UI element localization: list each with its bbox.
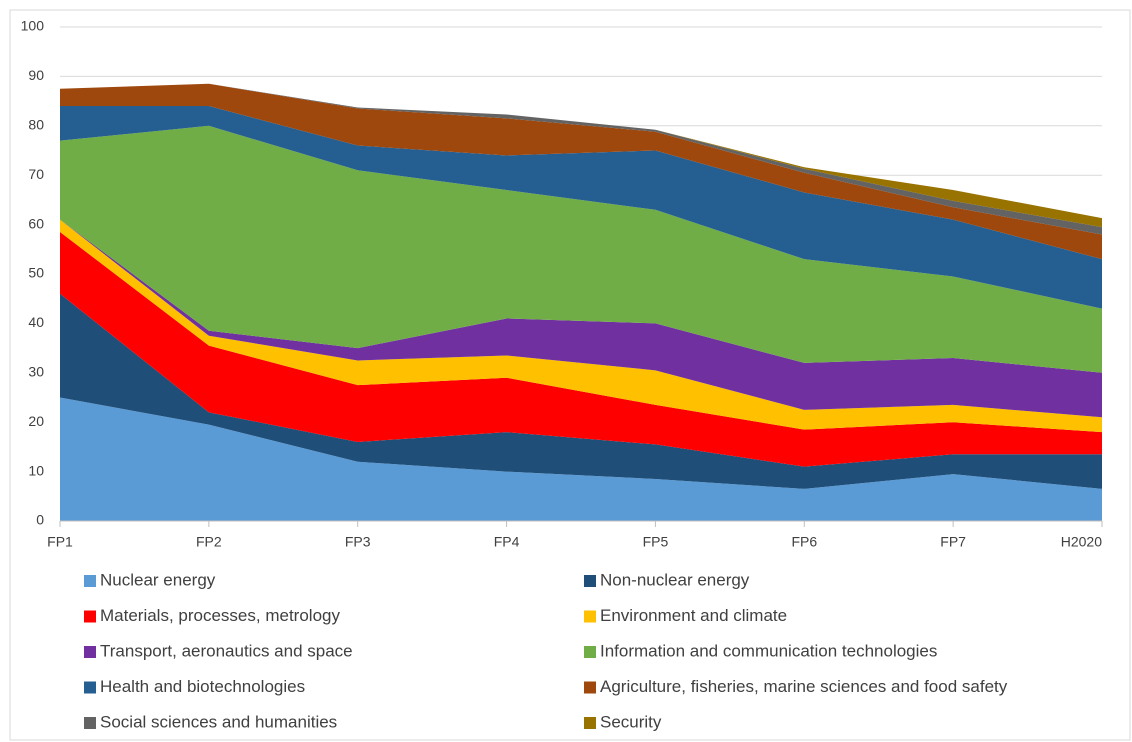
x-tick-label: FP2 xyxy=(196,534,222,550)
legend-swatch xyxy=(584,717,596,729)
y-tick-label: 90 xyxy=(28,67,44,83)
y-tick-label: 50 xyxy=(28,265,44,281)
x-tick-label: FP3 xyxy=(345,534,371,550)
x-tick-label: H2020 xyxy=(1061,534,1102,550)
x-tick-label: FP6 xyxy=(791,534,817,550)
y-tick-label: 100 xyxy=(21,18,45,34)
legend-label: Environment and climate xyxy=(600,606,787,625)
y-tick-label: 40 xyxy=(28,314,44,330)
x-tick-label: FP5 xyxy=(643,534,669,550)
legend-label: Transport, aeronautics and space xyxy=(100,641,353,660)
area xyxy=(60,232,1102,467)
legend-label: Social sciences and humanities xyxy=(100,712,337,731)
x-tick-label: FP7 xyxy=(940,534,966,550)
y-tick-label: 10 xyxy=(28,462,44,478)
legend-label: Security xyxy=(600,712,662,731)
area xyxy=(60,219,1102,418)
area xyxy=(60,106,1102,309)
legend-swatch xyxy=(84,681,96,694)
legend-swatch xyxy=(84,575,96,587)
legend-label: Nuclear energy xyxy=(100,570,216,589)
chart-border xyxy=(9,9,1131,741)
y-tick-label: 60 xyxy=(28,215,44,231)
legend-swatch xyxy=(84,717,96,729)
legend-swatch xyxy=(84,610,96,623)
y-tick-label: 20 xyxy=(28,413,44,429)
legend-swatch xyxy=(584,575,596,587)
legend-label: Agriculture, fisheries, marine sciences … xyxy=(600,677,1008,696)
legend-label: Materials, processes, metrology xyxy=(100,606,340,625)
area xyxy=(60,397,1102,521)
legend-swatch xyxy=(584,646,596,658)
y-tick-label: 70 xyxy=(28,166,44,182)
y-tick-label: 80 xyxy=(28,117,44,133)
area xyxy=(60,83,1102,260)
legend-label: Non-nuclear energy xyxy=(600,570,750,589)
legend-swatch xyxy=(84,646,96,658)
legend-label: Health and biotechnologies xyxy=(100,677,305,696)
area xyxy=(60,293,1102,489)
legend-label: Information and communication technologi… xyxy=(600,641,937,660)
area xyxy=(60,125,1102,373)
y-tick-label: 0 xyxy=(36,512,44,528)
legend-swatch xyxy=(584,681,596,694)
area xyxy=(60,219,1102,433)
x-tick-label: FP4 xyxy=(494,534,520,550)
y-tick-label: 30 xyxy=(28,364,44,380)
x-tick-label: FP1 xyxy=(47,534,73,550)
legend-swatch xyxy=(584,610,596,623)
